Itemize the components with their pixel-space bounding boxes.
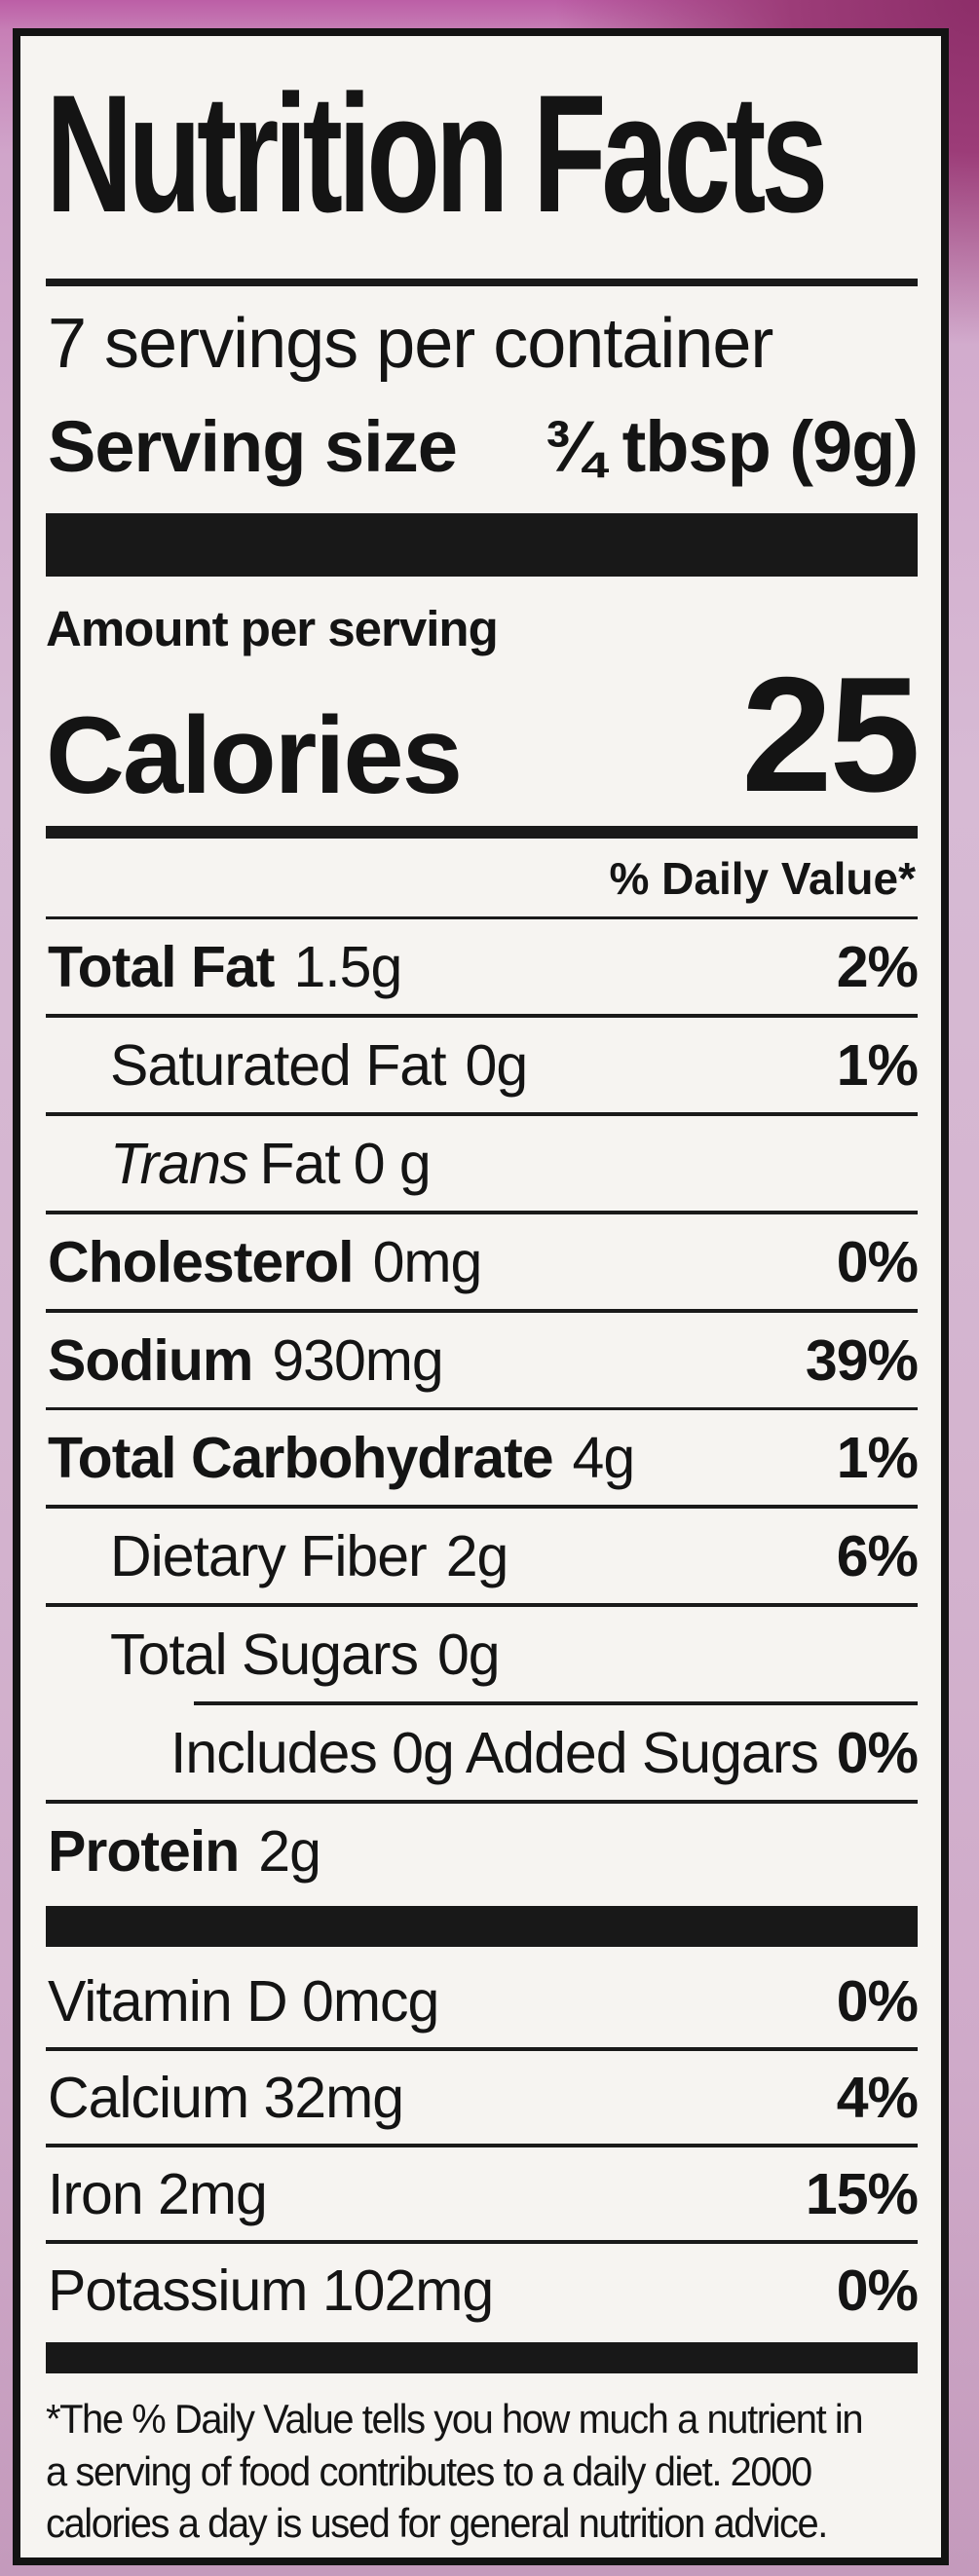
nutrient-amount: 0mg [372,1229,483,1294]
nutrient-name: Protein [48,1818,240,1884]
nutrient-name: Total Fat [48,935,275,1000]
section-bar-bottom [46,2341,918,2373]
nutrient-dv: 39% [805,1327,919,1393]
vitamin-row-potassium: Potassium 102mg 0% [46,2244,919,2336]
nutrient-name: Fat [259,1132,340,1197]
nutrient-amount: 2g [445,1524,509,1589]
vitamin-name: Calcium 32mg [48,2066,404,2131]
nutrient-row-trans-fat: Trans Fat 0 g [46,1116,918,1211]
nutrient-row-total-carbohydrate: Total Carbohydrate 4g 1% [46,1410,919,1505]
nutrition-facts-label: Nutrition Facts 7 servings per container… [13,28,949,2565]
vitamin-name: Vitamin D 0mcg [48,1969,439,2035]
nutrient-row-protein: Protein 2g [46,1804,918,1898]
row-divider [46,2144,918,2148]
footnote-line: calories a day is used for general nutri… [46,2497,918,2550]
calories-label: Calories [46,693,463,816]
nutrient-row-sodium: Sodium 930mg 39% [46,1313,919,1407]
row-divider [46,2240,918,2244]
vitamin-dv: 0% [836,1969,919,2035]
calories-divider [46,825,918,839]
vitamin-dv: 0% [836,2258,919,2323]
nutrient-row-total-sugars: Total Sugars 0g [46,1607,918,1701]
nutrient-name: Cholesterol [48,1229,355,1294]
nutrient-amount: 0g [465,1033,529,1099]
row-divider [46,1799,918,1804]
footnote-line: a serving of food contributes to a daily… [46,2445,918,2498]
calories-value: 25 [741,643,921,827]
section-bar-top [46,512,918,578]
nutrient-dv: 0% [836,1720,919,1785]
section-bar-middle [46,1905,918,1948]
footnote-line-text: *The % Daily Value tells you how much a … [46,2395,864,2442]
vitamin-name: Iron 2mg [48,2162,268,2227]
vitamin-dv: 15% [805,2162,919,2227]
nutrient-name: Total Sugars [110,1623,419,1688]
nutrient-dv: 2% [836,935,919,1000]
nutrient-amount: 2g [258,1818,321,1884]
serving-size-value: ¾ tbsp (9g) [544,405,919,487]
footnote-line-text: a serving of food contributes to a daily… [46,2447,812,2494]
vitamin-dv: 4% [836,2066,919,2131]
calories-row: Calories 25 [46,643,921,827]
nutrient-dv: 1% [836,1033,919,1099]
nutrient-dv: 0% [836,1229,919,1294]
footnote-line-text: calories a day is used for general nutri… [46,2500,828,2547]
vitamin-row-calcium: Calcium 32mg 4% [46,2051,919,2144]
serving-size-row: Serving size ¾ tbsp (9g) [46,390,919,513]
nutrient-name: Total Carbohydrate [48,1426,554,1491]
nutrient-dv: 6% [836,1524,919,1589]
row-divider [46,1112,918,1117]
footnote: *The % Daily Value tells you how much a … [46,2383,918,2550]
nutrient-dv: 1% [836,1426,919,1491]
nutrient-row-added-sugars: Includes 0g Added Sugars 0% [46,1705,919,1800]
nutrient-amount: 0 g [353,1132,432,1197]
title-divider [46,279,918,286]
nutrient-row-saturated-fat: Saturated Fat 0g 1% [46,1018,919,1112]
vitamin-row-iron: Iron 2mg 15% [46,2147,919,2240]
footnote-line: *The % Daily Value tells you how much a … [46,2393,918,2445]
nutrient-name: Saturated Fat [110,1033,446,1099]
amount-per-serving-label: Amount per serving [46,601,499,657]
row-divider [46,1505,918,1510]
nutrient-row-cholesterol: Cholesterol 0mg 0% [46,1214,919,1309]
nutrient-name: Sodium [48,1327,253,1393]
nutrient-name-italic: Trans [110,1132,248,1197]
vitamin-name: Potassium 102mg [48,2258,494,2323]
row-divider [46,1308,918,1313]
vitamin-row-vitamin-d: Vitamin D 0mcg 0% [46,1955,919,2047]
row-divider [46,1603,918,1608]
nutrient-name: Dietary Fiber [110,1524,428,1589]
servings-per-container: 7 servings per container [48,304,773,383]
nutrient-amount: 0g [436,1623,501,1688]
nutrient-row-total-fat: Total Fat 1.5g 2% [46,919,919,1014]
nutrient-amount: 1.5g [293,935,402,1000]
row-divider [46,2047,918,2052]
row-divider-indented [194,1701,918,1705]
nutrient-name: Includes 0g Added Sugars [170,1720,819,1785]
nutrient-amount: 930mg [272,1327,443,1393]
label-title-text: Nutrition Facts [46,60,828,247]
daily-value-header: % Daily Value* [609,852,917,904]
row-divider [46,1014,918,1019]
label-title: Nutrition Facts [46,50,918,269]
row-divider [46,1406,918,1411]
row-divider [46,915,918,920]
nutrient-row-dietary-fiber: Dietary Fiber 2g 6% [46,1509,919,1603]
serving-size-label: Serving size [48,405,458,487]
row-divider [46,1211,918,1214]
nutrient-amount: 4g [572,1426,636,1491]
